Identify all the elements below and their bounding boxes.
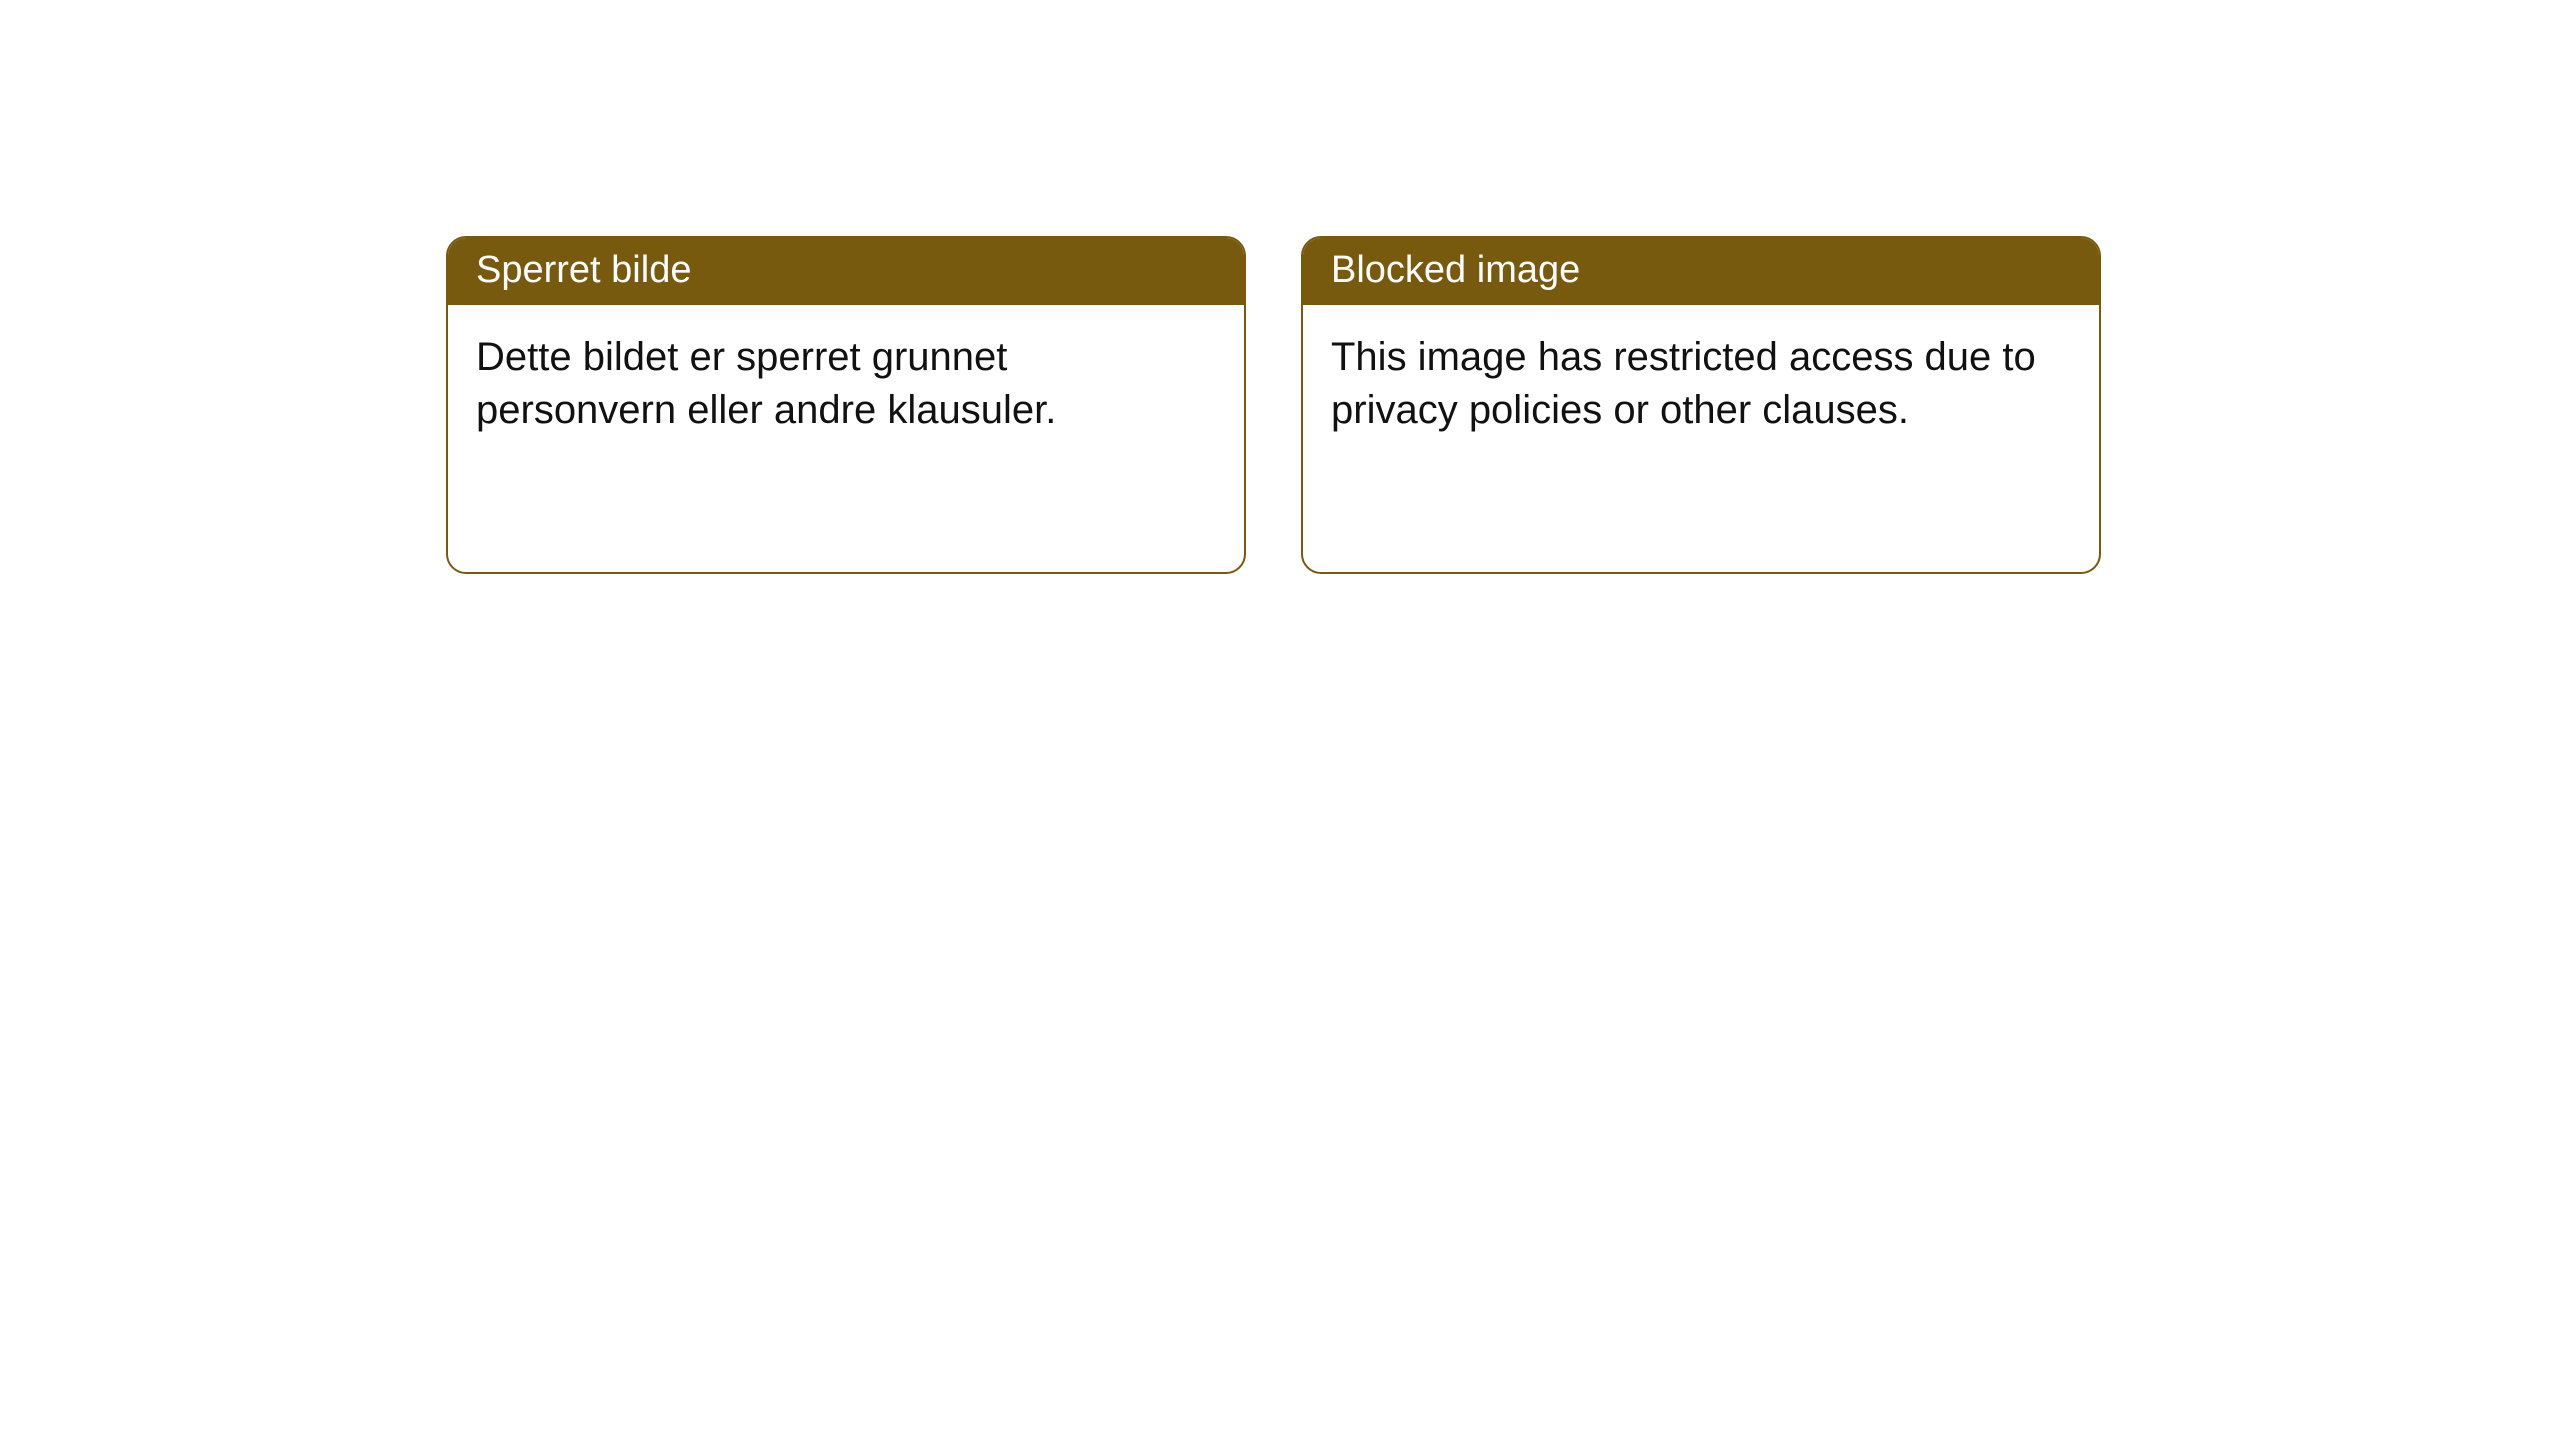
notice-card-body-en: This image has restricted access due to … xyxy=(1303,305,2099,463)
notice-card-title-en: Blocked image xyxy=(1303,238,2099,305)
notice-card-en: Blocked image This image has restricted … xyxy=(1301,236,2101,574)
notice-card-title-no: Sperret bilde xyxy=(448,238,1244,305)
notice-container: Sperret bilde Dette bildet er sperret gr… xyxy=(0,0,2560,574)
notice-card-no: Sperret bilde Dette bildet er sperret gr… xyxy=(446,236,1246,574)
notice-card-body-no: Dette bildet er sperret grunnet personve… xyxy=(448,305,1244,463)
